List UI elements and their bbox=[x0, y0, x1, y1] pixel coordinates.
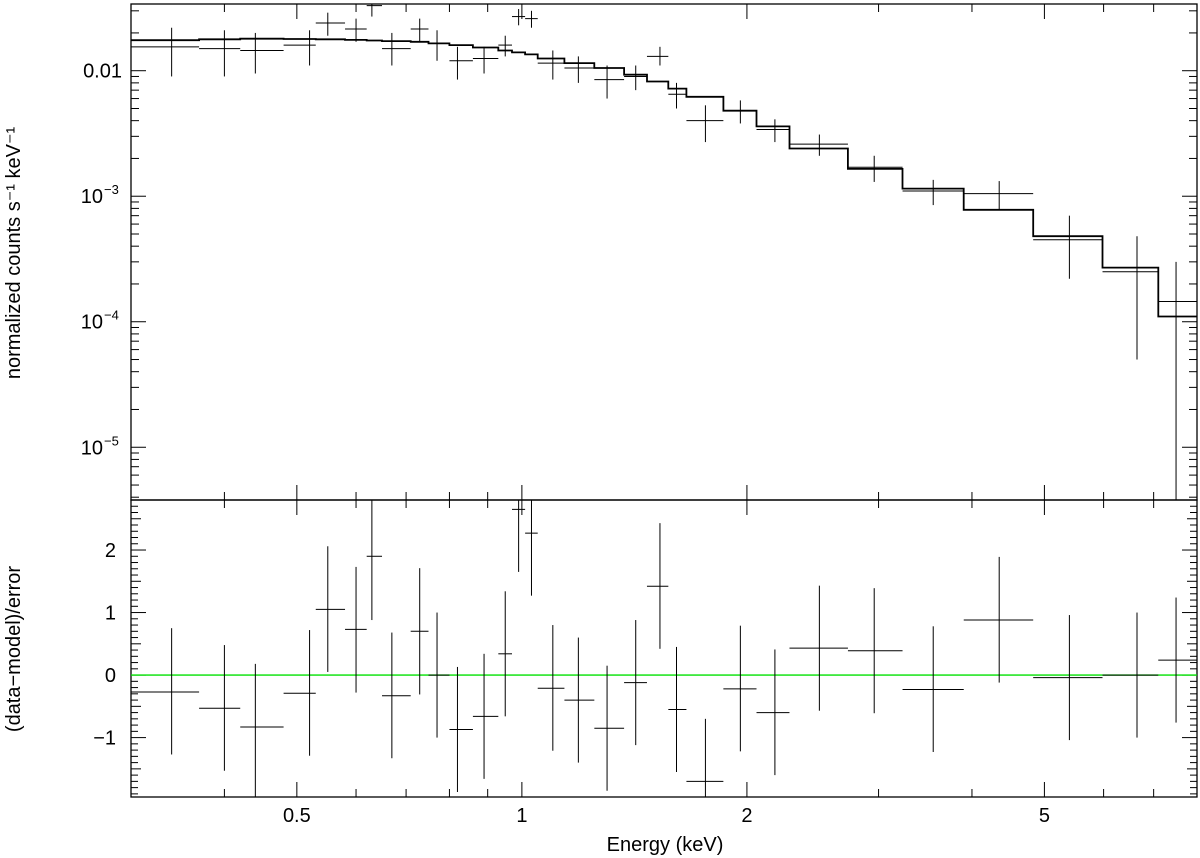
x-tick-label: 1 bbox=[516, 805, 527, 827]
x-tick-labels: 0.5 1 2 5 bbox=[283, 805, 1050, 827]
data-point bbox=[1102, 236, 1159, 360]
data-point bbox=[902, 179, 964, 206]
residuals-frame bbox=[130, 499, 1198, 798]
data-point bbox=[594, 65, 625, 99]
residuals-ticks bbox=[130, 499, 1198, 797]
y-tick-label: 10 bbox=[81, 312, 103, 334]
data-point bbox=[564, 56, 595, 83]
data-point bbox=[410, 18, 429, 42]
residual-point bbox=[756, 649, 790, 776]
data-point bbox=[686, 105, 724, 143]
x-tick-label: 0.5 bbox=[283, 805, 311, 827]
data-point bbox=[723, 100, 757, 124]
residual-point bbox=[199, 645, 241, 771]
data-point bbox=[1158, 261, 1197, 500]
data-point bbox=[283, 30, 316, 66]
residual-point bbox=[382, 632, 411, 759]
residual-point bbox=[410, 568, 429, 695]
data-point bbox=[668, 82, 687, 109]
residual-point bbox=[594, 665, 625, 791]
spectrum-data-points bbox=[131, 4, 1197, 500]
model-step-line bbox=[131, 37, 1197, 318]
data-point bbox=[525, 10, 538, 28]
x-axis-label: Energy (keV) bbox=[607, 834, 724, 856]
spectrum-frame bbox=[130, 3, 1198, 501]
data-point bbox=[199, 30, 241, 77]
residual-point bbox=[789, 585, 848, 711]
data-point bbox=[449, 46, 473, 80]
data-point bbox=[315, 12, 346, 36]
spectrum-y-axis-label: normalized counts s⁻¹ keV⁻¹ bbox=[3, 127, 25, 380]
data-point bbox=[624, 65, 647, 91]
x-tick-label: 2 bbox=[741, 805, 752, 827]
y-tick-label: 1 bbox=[105, 603, 116, 625]
data-point bbox=[382, 32, 411, 66]
y-tick-label: 10 bbox=[81, 437, 103, 459]
residual-point bbox=[240, 663, 284, 797]
residual-point bbox=[283, 630, 316, 756]
y-tick-label: −1 bbox=[93, 728, 116, 750]
y-tick-exponent: −4 bbox=[104, 308, 119, 323]
data-point bbox=[428, 30, 450, 61]
data-point bbox=[131, 27, 200, 77]
spectrum-ticks bbox=[130, 4, 1198, 500]
residual-point bbox=[963, 556, 1034, 683]
y-tick-label: 0.01 bbox=[83, 61, 122, 83]
residual-point bbox=[428, 612, 450, 738]
residual-point bbox=[564, 637, 595, 763]
model-step-path bbox=[131, 37, 1197, 318]
residual-point bbox=[668, 646, 687, 772]
residual-point bbox=[472, 653, 499, 779]
y-tick-label: 0 bbox=[105, 665, 116, 687]
residuals-y-axis-label: (data−model)/error bbox=[3, 566, 25, 733]
data-point bbox=[1033, 215, 1103, 279]
data-point bbox=[756, 119, 790, 143]
residual-point bbox=[131, 628, 200, 755]
residual-point bbox=[498, 591, 512, 717]
residual-point bbox=[345, 566, 367, 693]
data-point bbox=[498, 35, 512, 57]
residual-point bbox=[449, 666, 473, 792]
residuals-y-tick-labels: 2 1 0 −1 bbox=[93, 540, 116, 750]
data-point bbox=[345, 18, 367, 42]
residual-point bbox=[723, 625, 757, 752]
y-tick-exponent: −3 bbox=[104, 182, 119, 197]
residual-point bbox=[902, 626, 964, 752]
residual-point bbox=[646, 523, 669, 649]
residual-point bbox=[525, 500, 538, 596]
residual-point bbox=[315, 546, 346, 672]
y-tick-label: 2 bbox=[105, 540, 116, 562]
x-tick-label: 5 bbox=[1039, 805, 1050, 827]
residual-point bbox=[686, 718, 724, 797]
residual-point bbox=[847, 588, 903, 714]
data-point bbox=[847, 155, 903, 182]
residual-point bbox=[537, 625, 565, 751]
residual-points bbox=[131, 500, 1197, 797]
data-point bbox=[537, 50, 565, 80]
y-tick-exponent: −5 bbox=[104, 433, 119, 448]
residual-point bbox=[1033, 615, 1103, 741]
residual-point bbox=[511, 500, 526, 572]
data-point bbox=[472, 46, 499, 74]
residuals-panel: 2 1 0 −1 0.5 1 2 5 bbox=[93, 499, 1198, 827]
data-point bbox=[789, 134, 848, 156]
y-tick-label: 10 bbox=[81, 186, 103, 208]
residual-point bbox=[1158, 597, 1197, 723]
data-point bbox=[646, 46, 669, 66]
data-point bbox=[366, 4, 383, 17]
residual-point bbox=[366, 500, 383, 621]
residual-point bbox=[624, 620, 647, 746]
data-point bbox=[963, 181, 1034, 210]
residual-point bbox=[1102, 612, 1159, 738]
data-point bbox=[511, 9, 526, 26]
data-point bbox=[240, 32, 284, 74]
